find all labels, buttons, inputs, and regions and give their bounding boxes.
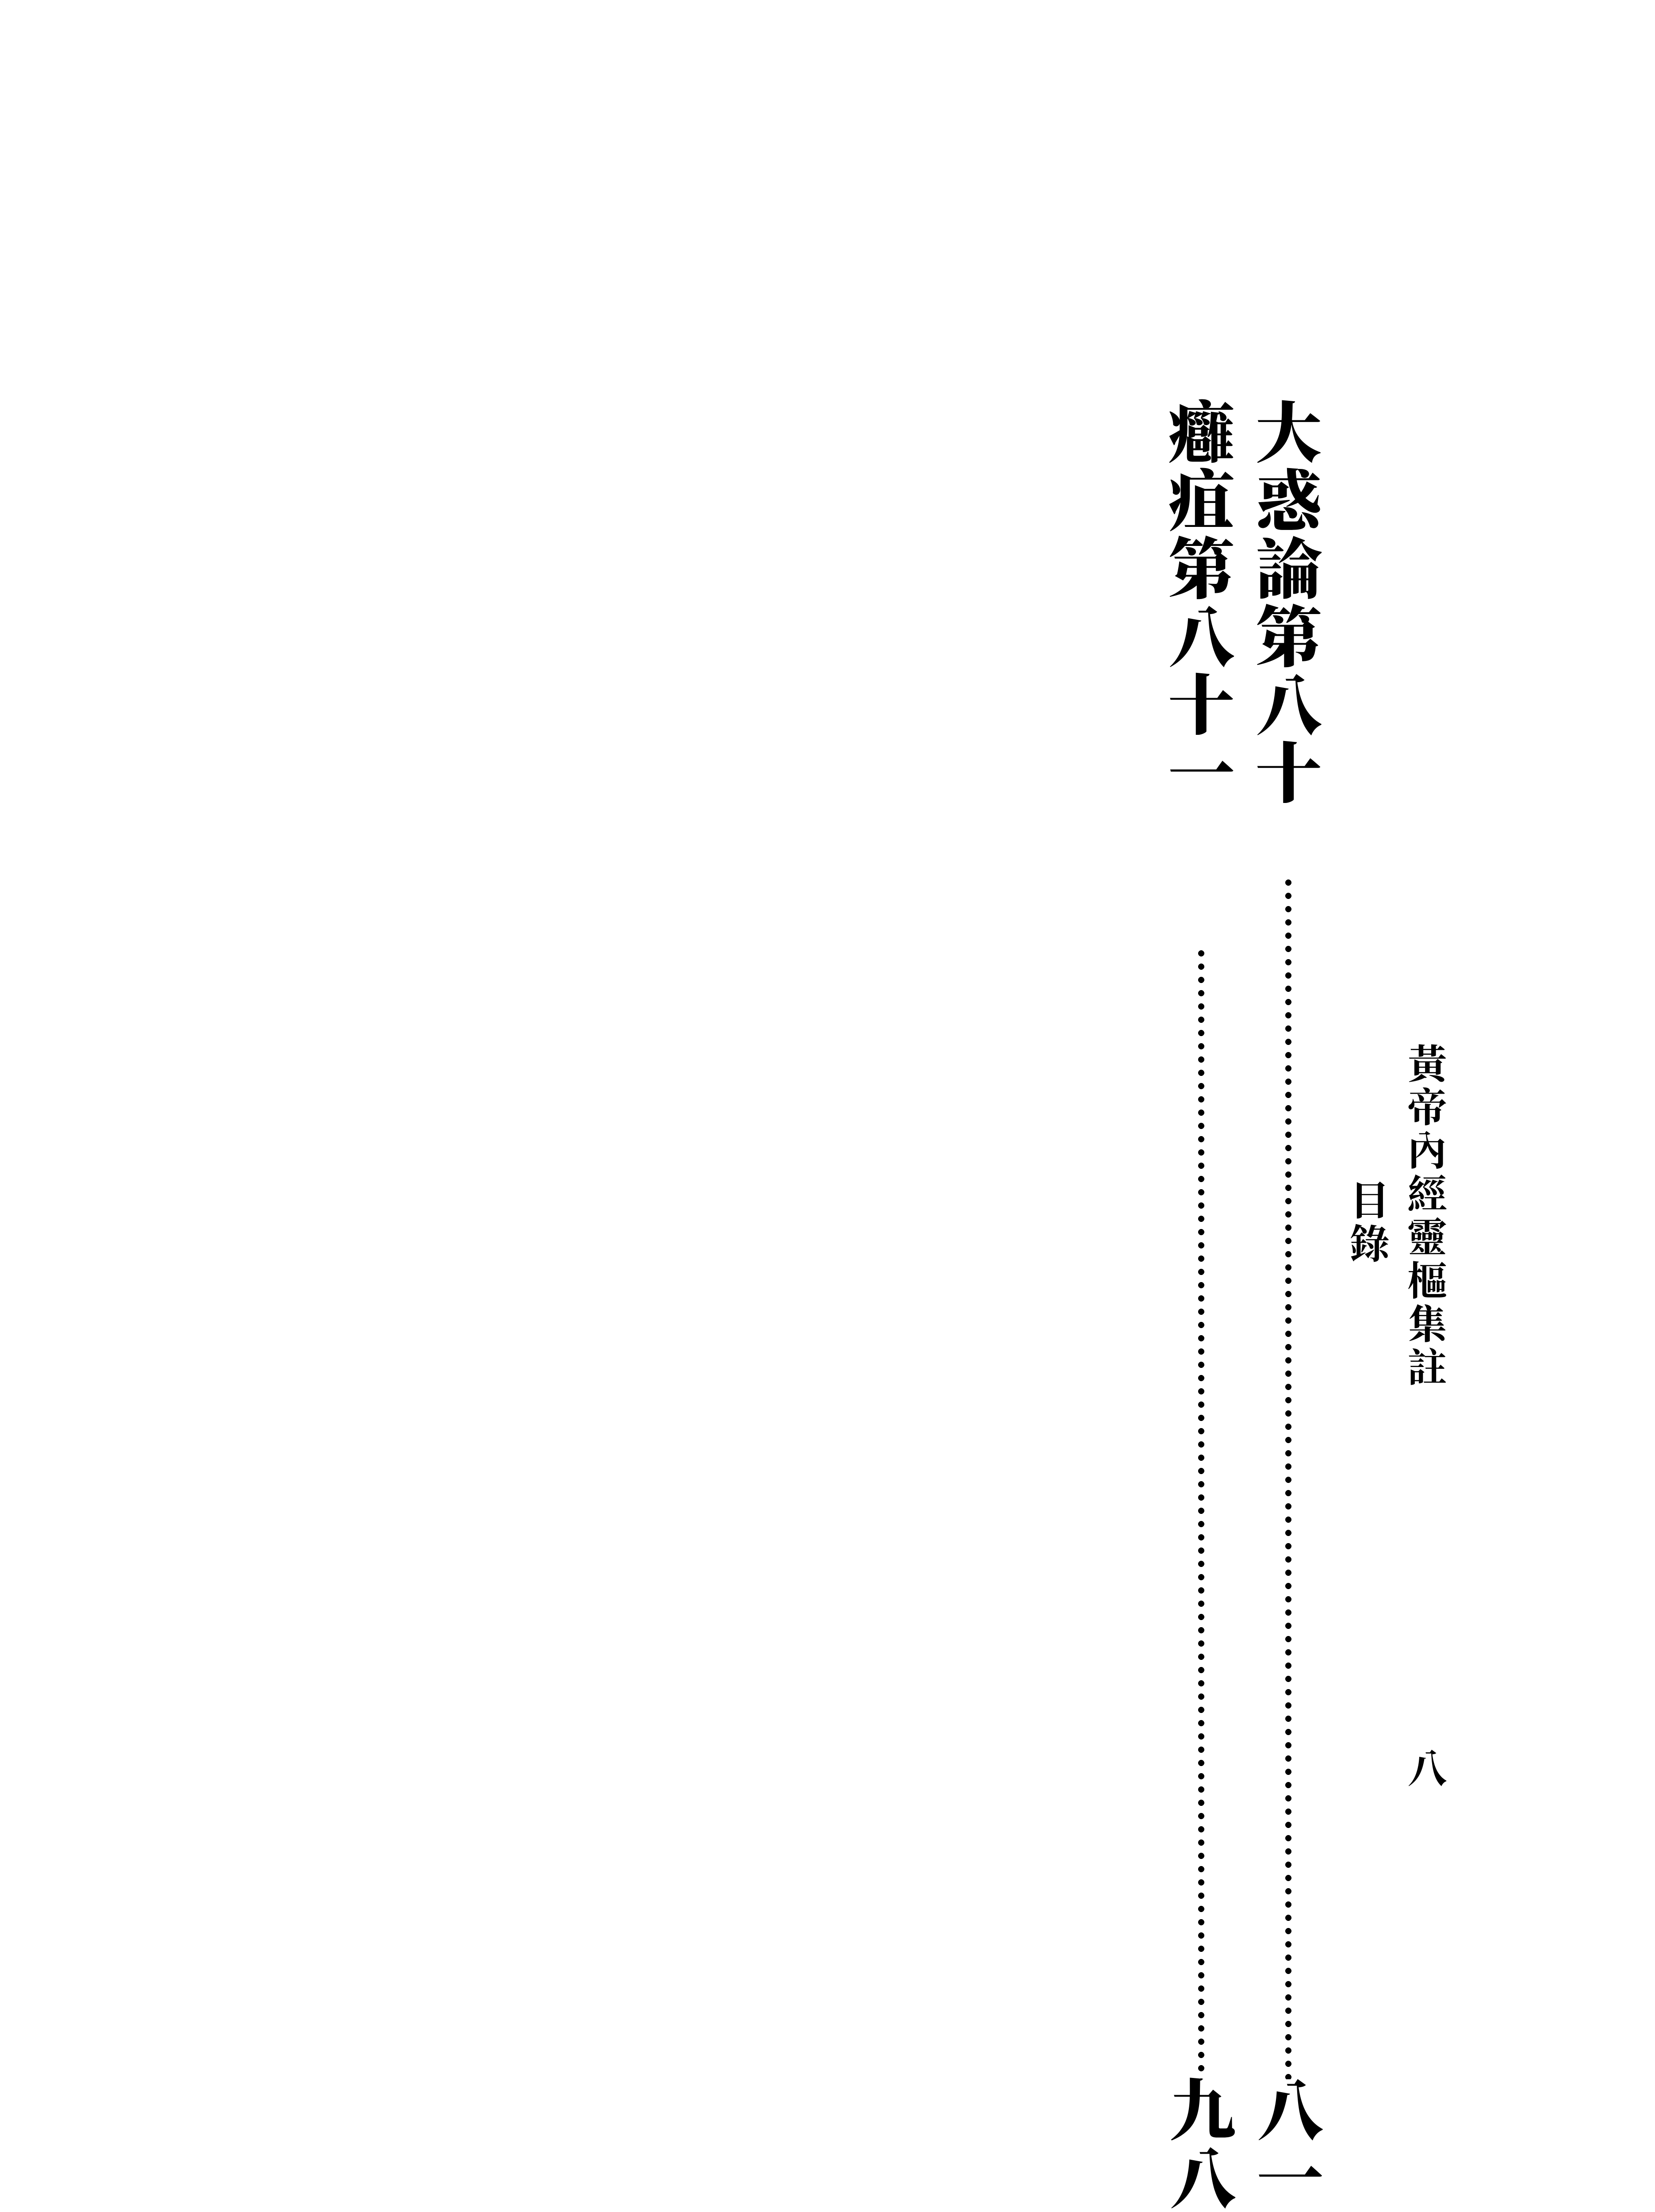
dotted-leader [1197,947,1205,2079]
toc-entry-title: 大惑論第八十 [1254,398,1324,807]
toc-entry: 大惑論第八十 八一 [1254,398,1324,2212]
dotted-leader [1284,876,1292,2079]
header-page-number: 八 [1398,1747,1456,1791]
toc-entry-page: 八一 [1257,2076,1323,2212]
toc-entry-page: 九八 [1170,2076,1236,2212]
toc-entry-title: 癰疽第八十一 [1166,398,1236,807]
book-title: 黃帝內經靈樞集註 [1398,1043,1456,1390]
section-label: 目錄 [1341,1180,1398,1267]
toc-entry: 癰疽第八十一 九八 [1166,398,1236,2212]
running-header-column: 黃帝內經靈樞集註 目錄 八 [1341,398,1456,2035]
page-content: 黃帝內經靈樞集註 目錄 八 大惑論第八十 八一 癰疽第八十一 九八 [1166,398,1456,2212]
